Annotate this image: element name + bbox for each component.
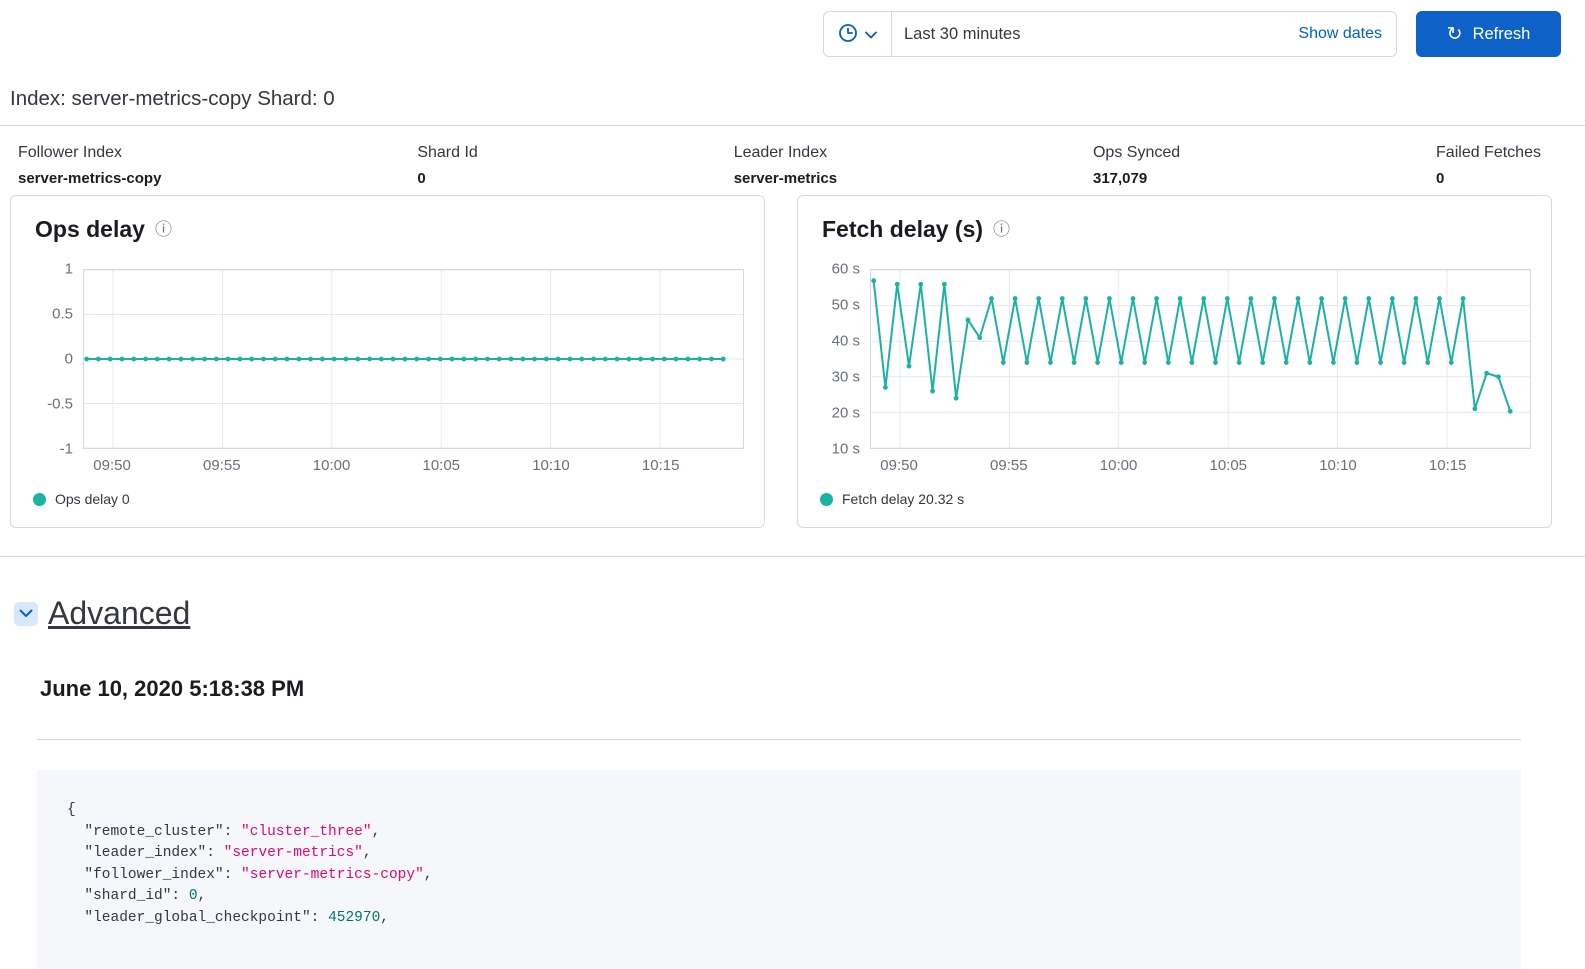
- clock-icon: [838, 23, 858, 46]
- stat-shard-id: Shard Id 0: [417, 144, 477, 187]
- show-dates-link[interactable]: Show dates: [1298, 25, 1382, 42]
- stat-label: Leader Index: [733, 144, 828, 161]
- chart-title: Fetch delay (s): [822, 216, 984, 242]
- stat-leader-index: Leader Index server-metrics: [734, 144, 837, 187]
- legend-dot-icon: [33, 492, 46, 506]
- refresh-button-label: Refresh: [1472, 24, 1531, 43]
- x-axis-labels: 09:50 09:55 10:00 10:05 10:10 10:15: [880, 457, 1467, 474]
- time-range-value: Last 30 minutes: [904, 24, 1021, 43]
- x-axis-labels: 09:50 09:55 10:00 10:05 10:10 10:15: [93, 457, 680, 474]
- stat-value: 0: [1436, 170, 1445, 187]
- plot-area: [83, 269, 744, 449]
- snapshot-timestamp: June 10, 2020 5:18:38 PM: [40, 676, 305, 701]
- code-content: { "remote_cluster": "cluster_three", "le…: [67, 802, 433, 926]
- chart-title: Ops delay: [35, 216, 145, 242]
- stats-row: Follower Index server-metrics-copy Shard…: [0, 126, 1585, 187]
- info-icon[interactable]: ⓘ: [154, 220, 172, 239]
- advanced-link[interactable]: Advanced: [48, 595, 191, 631]
- header-divider: [0, 125, 1585, 126]
- stat-follower-index: Follower Index server-metrics-copy: [18, 144, 161, 187]
- stat-failed-fetches: Failed Fetches 0: [1436, 144, 1541, 187]
- stat-label: Failed Fetches: [1436, 144, 1541, 161]
- legend-label: Ops delay 0: [55, 491, 130, 507]
- stat-value: 317,079: [1092, 170, 1148, 187]
- refresh-icon: ↻: [1446, 23, 1463, 45]
- ops-delay-panel: Ops delay ⓘ 1 0.5 0 -0.5 -1 09:50 09:55 10:00 1…: [10, 195, 765, 528]
- date-picker: Last 30 minutes Show dates: [823, 11, 1397, 57]
- stat-ops-synced: Ops Synced 317,079: [1093, 144, 1180, 187]
- stat-value: server-metrics: [733, 170, 838, 187]
- time-range-display[interactable]: Last 30 minutes: [892, 12, 1298, 56]
- toolbar: Last 30 minutes Show dates ↻ Refresh: [0, 0, 1585, 57]
- section-divider: [0, 556, 1585, 557]
- fetch-delay-panel: Fetch delay (s) ⓘ 60 s 50 s 40 s 30 s 20 s 10…: [797, 195, 1552, 528]
- stat-value: server-metrics-copy: [18, 170, 162, 187]
- info-icon[interactable]: ⓘ: [993, 220, 1011, 239]
- chevron-down-icon[interactable]: [14, 601, 38, 626]
- legend-label: Fetch delay 20.32 s: [842, 491, 965, 507]
- y-axis-labels: 1 0.5 0 -0.5 -1: [47, 260, 73, 458]
- legend-dot-icon: [820, 492, 833, 506]
- legend: Fetch delay 20.32 s: [818, 491, 1531, 507]
- legend: Ops delay 0: [31, 491, 744, 507]
- code-block: { "remote_cluster": "cluster_three", "le…: [37, 770, 1521, 969]
- charts-section: Ops delay ⓘ 1 0.5 0 -0.5 -1 09:50 09:55 10:00 1…: [10, 195, 1552, 528]
- chevron-down-icon: [865, 27, 877, 42]
- y-axis-labels: 60 s 50 s 40 s 30 s 20 s 10 s: [831, 260, 860, 458]
- refresh-button[interactable]: ↻ Refresh: [1416, 11, 1561, 57]
- advanced-toggle[interactable]: Advanced: [14, 595, 1585, 632]
- advanced-divider: [37, 739, 1521, 740]
- stat-label: Shard Id: [417, 144, 478, 161]
- stat-label: Follower Index: [18, 144, 123, 161]
- time-quick-menu-button[interactable]: [824, 12, 892, 56]
- page-title: Index: server-metrics-copy Shard: 0: [10, 87, 335, 110]
- plot-area: [870, 269, 1531, 449]
- stat-value: 0: [417, 170, 426, 187]
- stat-label: Ops Synced: [1092, 144, 1181, 161]
